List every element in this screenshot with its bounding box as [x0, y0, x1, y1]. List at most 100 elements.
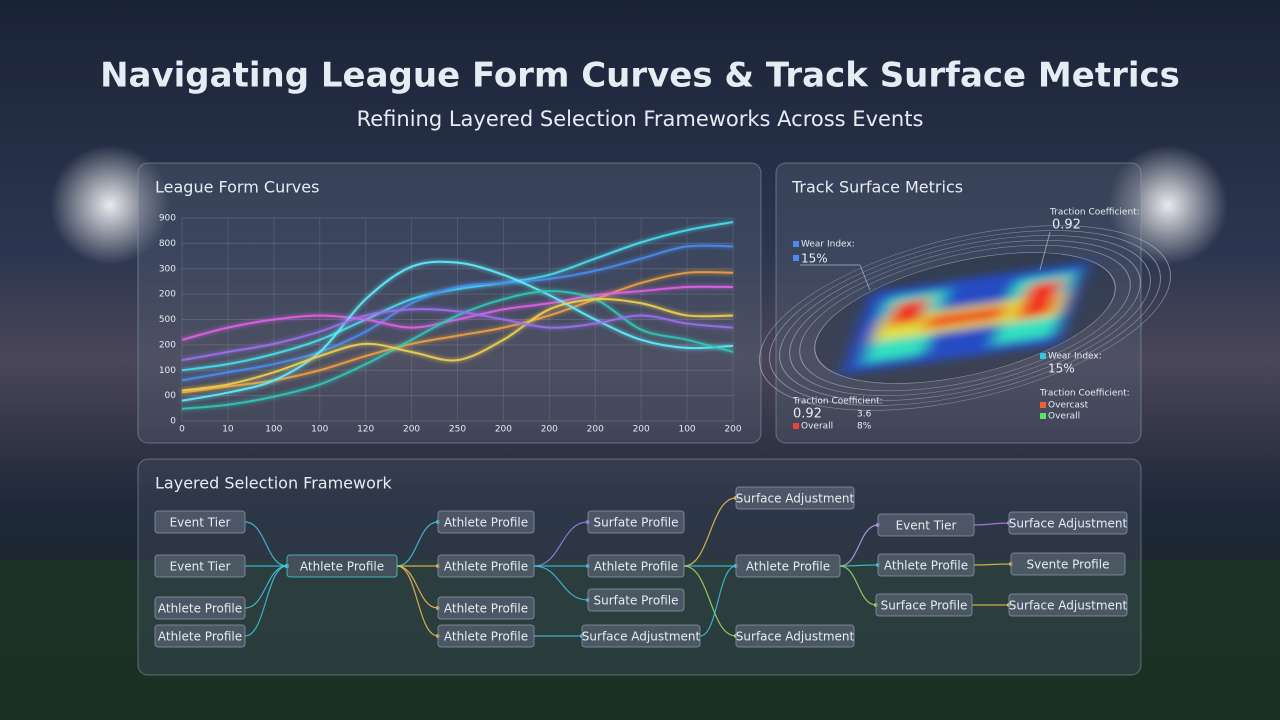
x-tick-label: 100 — [265, 425, 282, 435]
x-tick-label: 10 — [222, 425, 234, 435]
y-tick-label: 800 — [159, 239, 176, 249]
track-annotation: 15% — [1048, 362, 1075, 376]
track-annotation: Wear Index: — [1048, 352, 1102, 362]
track-title: Track Surface Metrics — [791, 178, 963, 197]
connector — [396, 565, 439, 637]
connector — [533, 565, 589, 601]
node-box — [1008, 511, 1128, 535]
x-tick-label: 100 — [678, 425, 695, 435]
x-tick-label: 250 — [449, 425, 466, 435]
x-tick-label: 200 — [495, 425, 512, 435]
node-label: Athlete Profile — [444, 630, 528, 644]
chart-panel — [137, 162, 762, 444]
track-annotation: 0.92 — [1052, 218, 1081, 233]
node-box — [1010, 552, 1126, 576]
node-box — [735, 486, 855, 510]
node-label: Surface Adjustment — [1009, 599, 1128, 613]
node-label: Event Tier — [170, 560, 231, 574]
track-annotation: Overall — [1048, 412, 1080, 422]
track-annotation: Traction Coefficient: — [1049, 208, 1140, 218]
node-label: Surface Adjustment — [582, 630, 701, 644]
node-label: Athlete Profile — [884, 559, 968, 573]
node-box — [875, 593, 973, 617]
connector — [244, 521, 288, 567]
series-line — [181, 285, 734, 341]
node-box — [735, 554, 841, 578]
x-tick-label: 200 — [633, 425, 650, 435]
node-box — [286, 554, 398, 578]
node-label: Event Tier — [896, 519, 957, 533]
track-annotation: 0.92 — [793, 407, 822, 422]
node-box — [587, 554, 685, 578]
x-tick-label: 200 — [724, 425, 741, 435]
connector — [396, 565, 439, 609]
node-label: Athlete Profile — [444, 516, 528, 530]
series-line — [181, 221, 734, 372]
node-box — [587, 588, 685, 612]
y-tick-label: 300 — [159, 264, 176, 274]
y-tick-label: 900 — [159, 214, 176, 224]
node-box — [437, 596, 535, 620]
node-box — [735, 624, 855, 648]
connector — [533, 521, 589, 567]
node-box — [154, 596, 246, 620]
x-tick-label: 120 — [357, 425, 374, 435]
node-box — [154, 624, 246, 648]
node-box — [1008, 593, 1128, 617]
node-label: Athlete Profile — [300, 560, 384, 574]
series-line — [181, 290, 734, 410]
page-title: Navigating League Form Curves & Track Su… — [100, 56, 1180, 96]
node-label: Surfate Profile — [594, 594, 679, 608]
node-box — [154, 554, 246, 578]
node-label: Surface Adjustment — [736, 492, 855, 506]
connector — [839, 524, 879, 567]
node-label: Surface Adjustment — [1009, 517, 1128, 531]
track-oval — [758, 225, 1172, 411]
node-label: Event Tier — [170, 516, 231, 530]
node-label: Athlete Profile — [594, 560, 678, 574]
x-tick-label: 200 — [587, 425, 604, 435]
connector — [699, 565, 737, 637]
node-box — [581, 624, 701, 648]
track-annotation: 3.6 — [857, 410, 872, 420]
node-label: Svente Profile — [1027, 558, 1110, 572]
connector — [683, 565, 737, 637]
node-box — [154, 510, 246, 534]
x-tick-label: 100 — [311, 425, 328, 435]
connector — [396, 521, 439, 567]
node-box — [877, 513, 975, 537]
node-label: Surface Profile — [881, 599, 968, 613]
node-box — [587, 510, 685, 534]
series-line — [181, 244, 734, 382]
connector — [244, 565, 288, 637]
connector — [973, 563, 1012, 566]
track-annotation: Traction Coefficient: — [1039, 389, 1130, 399]
track-annotation: Overcast — [1048, 401, 1089, 411]
track-annotation: 8% — [857, 422, 872, 432]
floodlight — [1108, 145, 1228, 265]
framework-title: Layered Selection Framework — [155, 474, 392, 493]
chart-title: League Form Curves — [155, 178, 319, 197]
y-tick-label: 200 — [159, 340, 176, 350]
y-tick-label: 200 — [159, 290, 176, 300]
series-line — [181, 308, 734, 362]
floodlight — [50, 145, 170, 265]
track-annotation: Wear Index: — [801, 240, 855, 250]
connector — [244, 565, 288, 609]
node-label: Athlete Profile — [444, 602, 528, 616]
node-label: Athlete Profile — [158, 630, 242, 644]
node-label: Surfate Profile — [594, 516, 679, 530]
node-label: Athlete Profile — [444, 560, 528, 574]
node-box — [437, 510, 535, 534]
node-box — [877, 553, 975, 577]
node-label: Surface Adjustment — [736, 630, 855, 644]
node-label: Athlete Profile — [158, 602, 242, 616]
connector — [683, 497, 737, 567]
track-annotation: Overall — [801, 422, 833, 432]
track-annotation: Traction Coefficient: — [792, 397, 883, 407]
y-tick-label: 500 — [159, 315, 176, 325]
node-box — [437, 624, 535, 648]
page-subtitle: Refining Layered Selection Frameworks Ac… — [357, 107, 924, 131]
